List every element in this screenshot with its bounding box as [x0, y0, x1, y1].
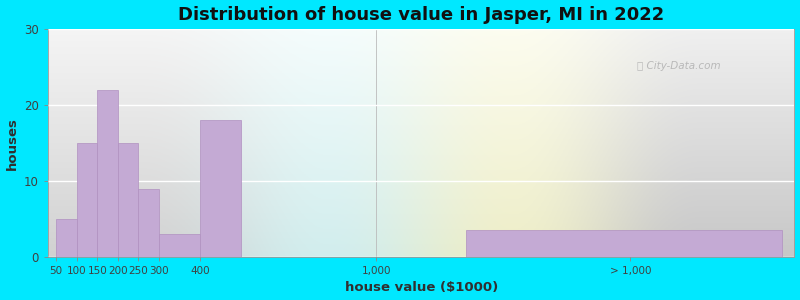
Title: Distribution of house value in Jasper, MI in 2022: Distribution of house value in Jasper, M… — [178, 6, 664, 24]
X-axis label: house value ($1000): house value ($1000) — [345, 281, 498, 294]
Y-axis label: houses: houses — [6, 117, 18, 170]
Bar — [118, 143, 138, 257]
Text: ⓘ City-Data.com: ⓘ City-Data.com — [637, 61, 721, 71]
Bar — [77, 143, 98, 257]
Bar — [200, 120, 241, 257]
Bar — [158, 234, 200, 257]
Bar — [56, 219, 77, 257]
Bar — [98, 90, 118, 257]
Bar — [138, 189, 158, 257]
Bar — [466, 230, 782, 257]
